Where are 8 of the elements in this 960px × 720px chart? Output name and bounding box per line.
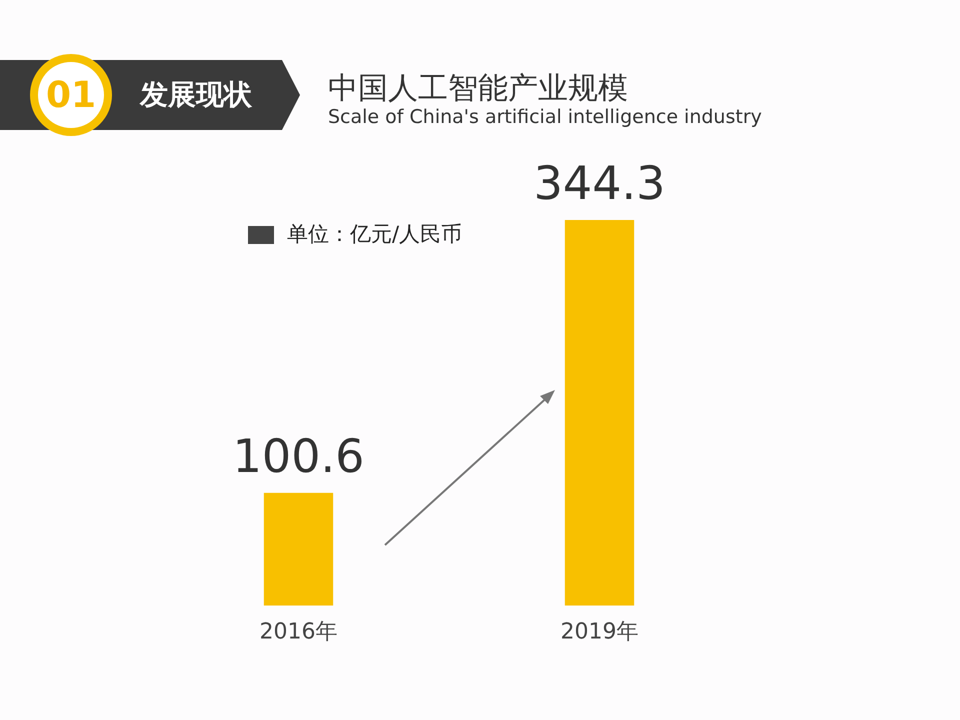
x-tick-label: 2016年: [260, 620, 338, 645]
text: 发展现状: [140, 77, 252, 113]
chart-subtitle: Scale of China's artificial intelligence industry: [328, 106, 762, 128]
chart-title: 中国人工智能产业规模: [328, 70, 628, 108]
annotation: 单位：亿元/人民币: [287, 221, 462, 248]
x-tick-label: 2019年: [560, 620, 638, 645]
data-label: 100.6: [232, 428, 364, 483]
data-label: 344.3: [534, 156, 666, 210]
